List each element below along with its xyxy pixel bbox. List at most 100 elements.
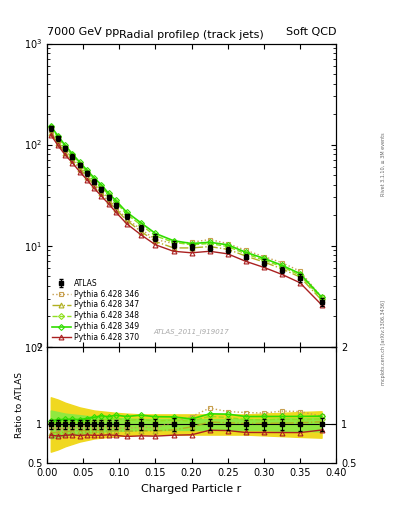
- Pythia 6.428 347: [92, 182, 96, 188]
- Pythia 6.428 347: [139, 228, 143, 234]
- Pythia 6.428 346: [189, 239, 194, 245]
- Pythia 6.428 349: [114, 198, 118, 204]
- Pythia 6.428 348: [63, 144, 68, 150]
- Pythia 6.428 349: [48, 123, 53, 130]
- Pythia 6.428 346: [99, 187, 104, 194]
- Text: ATLAS_2011_I919017: ATLAS_2011_I919017: [154, 328, 230, 335]
- Pythia 6.428 348: [171, 239, 176, 245]
- Pythia 6.428 370: [106, 201, 111, 207]
- Pythia 6.428 346: [77, 163, 82, 169]
- Pythia 6.428 348: [319, 295, 324, 302]
- Pythia 6.428 349: [84, 167, 89, 173]
- Pythia 6.428 347: [70, 157, 75, 163]
- Pythia 6.428 346: [319, 294, 324, 300]
- Pythia 6.428 347: [171, 245, 176, 251]
- Pythia 6.428 346: [279, 260, 284, 266]
- Pythia 6.428 370: [124, 221, 129, 227]
- Pythia 6.428 346: [84, 171, 89, 177]
- Pythia 6.428 347: [106, 198, 111, 204]
- Pythia 6.428 349: [77, 159, 82, 165]
- Pythia 6.428 349: [207, 239, 212, 245]
- Pythia 6.428 348: [153, 233, 158, 239]
- Pythia 6.428 348: [70, 153, 75, 159]
- Pythia 6.428 348: [92, 177, 96, 183]
- Pythia 6.428 348: [139, 222, 143, 228]
- Pythia 6.428 347: [298, 274, 302, 280]
- Pythia 6.428 348: [106, 191, 111, 198]
- Pythia 6.428 347: [48, 130, 53, 136]
- Pythia 6.428 347: [56, 140, 61, 146]
- Pythia 6.428 370: [225, 251, 230, 257]
- Pythia 6.428 370: [171, 248, 176, 254]
- Pythia 6.428 346: [56, 138, 61, 144]
- Pythia 6.428 348: [56, 134, 61, 140]
- Pythia 6.428 349: [261, 255, 266, 261]
- Pythia 6.428 347: [243, 253, 248, 259]
- Pythia 6.428 347: [124, 217, 129, 223]
- Pythia 6.428 346: [106, 196, 111, 202]
- Pythia 6.428 346: [261, 253, 266, 260]
- Pythia 6.428 349: [139, 220, 143, 226]
- Pythia 6.428 348: [207, 241, 212, 247]
- Line: Pythia 6.428 370: Pythia 6.428 370: [48, 133, 324, 307]
- Pythia 6.428 346: [225, 241, 230, 247]
- Pythia 6.428 370: [48, 132, 53, 138]
- Pythia 6.428 347: [84, 174, 89, 180]
- Pythia 6.428 348: [279, 264, 284, 270]
- Pythia 6.428 348: [77, 160, 82, 166]
- Title: Radial profileρ (track jets): Radial profileρ (track jets): [119, 30, 264, 40]
- Pythia 6.428 348: [225, 244, 230, 250]
- Pythia 6.428 349: [243, 249, 248, 255]
- Pythia 6.428 349: [171, 238, 176, 244]
- Text: mcplots.cern.ch [arXiv:1306.3436]: mcplots.cern.ch [arXiv:1306.3436]: [381, 301, 386, 386]
- Pythia 6.428 349: [56, 133, 61, 139]
- Pythia 6.428 349: [319, 294, 324, 300]
- Pythia 6.428 349: [92, 175, 96, 181]
- Pythia 6.428 346: [171, 241, 176, 247]
- Pythia 6.428 347: [279, 266, 284, 272]
- Pythia 6.428 349: [70, 151, 75, 157]
- Pythia 6.428 349: [106, 190, 111, 196]
- Pythia 6.428 370: [99, 193, 104, 199]
- Legend: ATLAS, Pythia 6.428 346, Pythia 6.428 347, Pythia 6.428 348, Pythia 6.428 349, P: ATLAS, Pythia 6.428 346, Pythia 6.428 34…: [50, 276, 141, 345]
- Pythia 6.428 348: [189, 242, 194, 248]
- Pythia 6.428 349: [153, 230, 158, 237]
- Pythia 6.428 347: [153, 239, 158, 245]
- Pythia 6.428 347: [225, 246, 230, 252]
- Line: Pythia 6.428 347: Pythia 6.428 347: [48, 131, 324, 303]
- Pythia 6.428 346: [48, 127, 53, 133]
- Pythia 6.428 346: [298, 268, 302, 274]
- Pythia 6.428 370: [189, 250, 194, 256]
- Pythia 6.428 347: [114, 206, 118, 212]
- Pythia 6.428 349: [189, 241, 194, 247]
- Pythia 6.428 346: [92, 180, 96, 186]
- Line: Pythia 6.428 349: Pythia 6.428 349: [49, 124, 324, 299]
- Pythia 6.428 370: [63, 152, 68, 158]
- Pythia 6.428 348: [298, 272, 302, 279]
- Pythia 6.428 370: [56, 142, 61, 148]
- Pythia 6.428 347: [63, 150, 68, 156]
- Pythia 6.428 348: [84, 168, 89, 175]
- Pythia 6.428 370: [114, 209, 118, 215]
- Pythia 6.428 370: [207, 248, 212, 254]
- X-axis label: Charged Particle r: Charged Particle r: [141, 484, 242, 494]
- Pythia 6.428 348: [48, 124, 53, 131]
- Pythia 6.428 348: [261, 257, 266, 263]
- Pythia 6.428 370: [84, 177, 89, 183]
- Pythia 6.428 347: [77, 165, 82, 172]
- Pythia 6.428 346: [70, 155, 75, 161]
- Line: Pythia 6.428 346: Pythia 6.428 346: [48, 127, 324, 300]
- Pythia 6.428 348: [99, 184, 104, 190]
- Pythia 6.428 349: [99, 182, 104, 188]
- Pythia 6.428 347: [99, 190, 104, 196]
- Text: Soft QCD: Soft QCD: [286, 27, 336, 37]
- Pythia 6.428 348: [114, 199, 118, 205]
- Pythia 6.428 347: [319, 297, 324, 303]
- Pythia 6.428 370: [279, 271, 284, 278]
- Pythia 6.428 349: [124, 209, 129, 215]
- Pythia 6.428 347: [261, 259, 266, 265]
- Y-axis label: Ratio to ATLAS: Ratio to ATLAS: [15, 372, 24, 438]
- Pythia 6.428 370: [261, 264, 266, 270]
- Pythia 6.428 348: [243, 251, 248, 257]
- Pythia 6.428 349: [279, 262, 284, 268]
